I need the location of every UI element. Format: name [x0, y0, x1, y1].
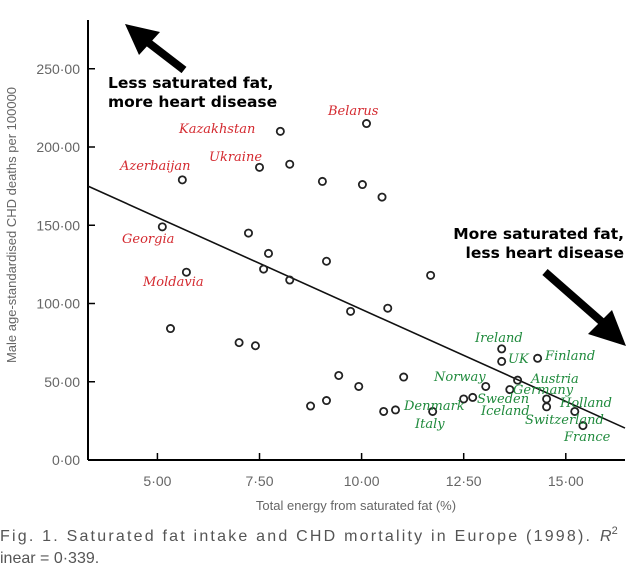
- data-point: [321, 256, 331, 266]
- data-point: [285, 275, 295, 285]
- y-tick-label: 0·00: [52, 452, 80, 468]
- data-point: [362, 119, 372, 129]
- regression-line-path: [87, 185, 626, 429]
- country-label-azerbaijan: Azerbaijan: [119, 159, 191, 174]
- y-tick-label: 200·00: [36, 139, 80, 155]
- country-label-switzerland: Switzerland: [525, 413, 604, 428]
- country-label-ireland: Ireland: [474, 331, 523, 346]
- country-labels: Belarus Kazakhstan Ukraine Azerbaijan Georgi…: [119, 104, 612, 445]
- country-label-kazakhstan: Kazakhstan: [178, 122, 255, 137]
- country-label-ukraine: Ukraine: [209, 150, 262, 165]
- data-point: [542, 402, 552, 412]
- country-label-denmark: Denmark: [403, 399, 465, 414]
- data-point: [513, 375, 523, 385]
- country-label-germany: Germany: [513, 383, 574, 398]
- tick-labels: 5·00 7·50 10·00 12·50 15·00 0·00 50·00 100·00 15…: [36, 61, 583, 489]
- country-label-sweden: Sweden: [477, 392, 529, 407]
- data-point: [181, 267, 191, 277]
- country-label-iceland: Iceland: [480, 404, 530, 419]
- data-point: [377, 192, 387, 202]
- y-tick-label: 250·00: [36, 61, 80, 77]
- annotation-right: More saturated fat, less heart disease: [453, 225, 624, 262]
- figure-caption: Fig. 1. Saturated fat intake and CHD mor…: [0, 528, 590, 545]
- annotation-right-line2: less heart disease: [466, 244, 624, 262]
- data-point: [390, 405, 400, 415]
- data-point: [243, 228, 253, 238]
- data-point: [165, 324, 175, 334]
- country-label-austria: Austria: [530, 372, 579, 387]
- country-label-uk: UK: [508, 352, 530, 367]
- x-axis-label: Total energy from saturated fat (%): [256, 498, 456, 513]
- data-point: [497, 356, 507, 366]
- data-point: [263, 248, 273, 258]
- annotation-left-line1: Less saturated fat,: [108, 74, 273, 92]
- data-point: [177, 175, 187, 185]
- data-point: [354, 381, 364, 391]
- data-point: [428, 406, 438, 416]
- data-point: [399, 372, 409, 382]
- data-point: [505, 385, 515, 395]
- data-point: [570, 406, 580, 416]
- caption-r-squared: R2: [600, 525, 618, 545]
- data-point: [275, 126, 285, 136]
- y-tick-label: 150·00: [36, 217, 80, 233]
- data-point: [255, 162, 265, 172]
- data-point: [321, 396, 331, 406]
- x-tick-label: 12·50: [446, 473, 482, 489]
- x-tick-label: 10·00: [344, 473, 380, 489]
- data-point: [468, 392, 478, 402]
- data-point: [357, 180, 367, 190]
- caption-line2: inear = 0·339.: [0, 550, 99, 567]
- data-point: [379, 406, 389, 416]
- data-point: [250, 341, 260, 351]
- country-label-norway: Norway: [433, 370, 486, 385]
- country-label-italy: Italy: [414, 417, 445, 432]
- x-tick-label: 7·50: [245, 473, 273, 489]
- data-point: [259, 264, 269, 274]
- data-point: [346, 306, 356, 316]
- data-point: [533, 353, 543, 363]
- country-label-holland: Holland: [559, 396, 612, 411]
- data-point: [317, 176, 327, 186]
- country-label-finland: Finland: [544, 349, 595, 364]
- annotation-left-line2: more heart disease: [108, 93, 277, 111]
- data-point: [459, 394, 469, 404]
- data-points: [157, 119, 588, 431]
- country-label-france: France: [563, 430, 611, 445]
- arrow-up-left-icon: [125, 24, 187, 74]
- data-point: [306, 401, 316, 411]
- data-point: [157, 222, 167, 232]
- data-point: [234, 338, 244, 348]
- annotation-right-line1: More saturated fat,: [453, 225, 624, 243]
- country-label-belarus: Belarus: [327, 104, 379, 119]
- country-label-georgia: Georgia: [122, 232, 174, 247]
- country-label-moldavia: Moldavia: [142, 275, 204, 290]
- y-tick-label: 100·00: [36, 296, 80, 312]
- annotation-left: Less saturated fat, more heart disease: [108, 74, 277, 111]
- data-point: [497, 344, 507, 354]
- data-point: [334, 370, 344, 380]
- x-tick-label: 15·00: [548, 473, 584, 489]
- data-point: [285, 159, 295, 169]
- data-point: [383, 303, 393, 313]
- arrow-down-right-icon: [542, 268, 626, 346]
- data-point: [426, 270, 436, 280]
- x-tick-label: 5·00: [143, 473, 171, 489]
- data-point: [578, 421, 588, 431]
- axes: [87, 20, 625, 461]
- y-tick-label: 50·00: [44, 374, 80, 390]
- y-axis-label: Male age-standardised CHD deaths per 100…: [4, 87, 19, 363]
- data-point: [481, 381, 491, 391]
- regression-line: [87, 185, 626, 429]
